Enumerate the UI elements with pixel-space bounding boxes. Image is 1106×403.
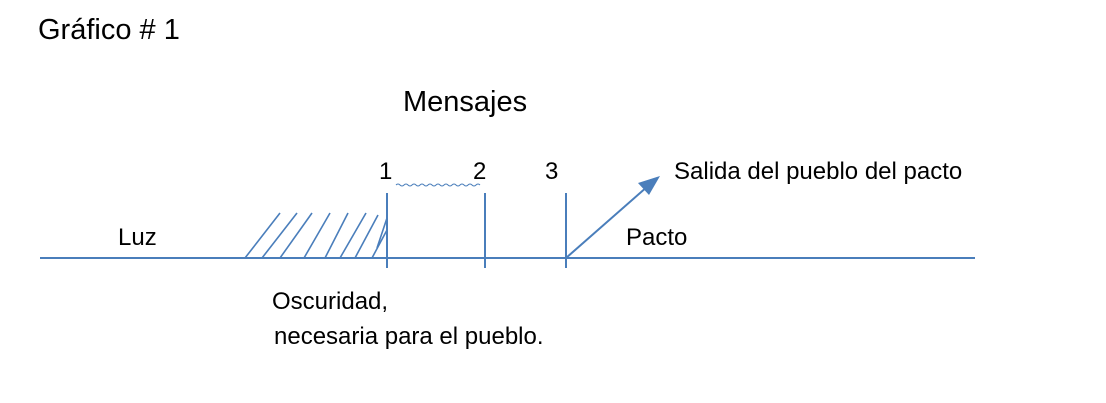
diagram-title: Mensajes [403,86,528,118]
arrow-shaft [565,185,649,259]
arrow-head-icon [638,176,660,195]
hatching [244,212,388,259]
marker-label-2: 2 [473,158,487,185]
oscuridad-label-line1: Oscuridad, [272,288,389,315]
figure-label: Gráfico # 1 [38,14,180,46]
marker-label-1: 1 [379,158,393,185]
oscuridad-label-line2: necesaria para el pueblo. [274,323,544,350]
salida-label: Salida del pueblo del pacto [674,158,963,185]
marker-label-3: 3 [545,158,559,185]
pacto-label: Pacto [626,224,688,251]
wavy-underline [395,183,481,187]
luz-label: Luz [118,224,157,251]
